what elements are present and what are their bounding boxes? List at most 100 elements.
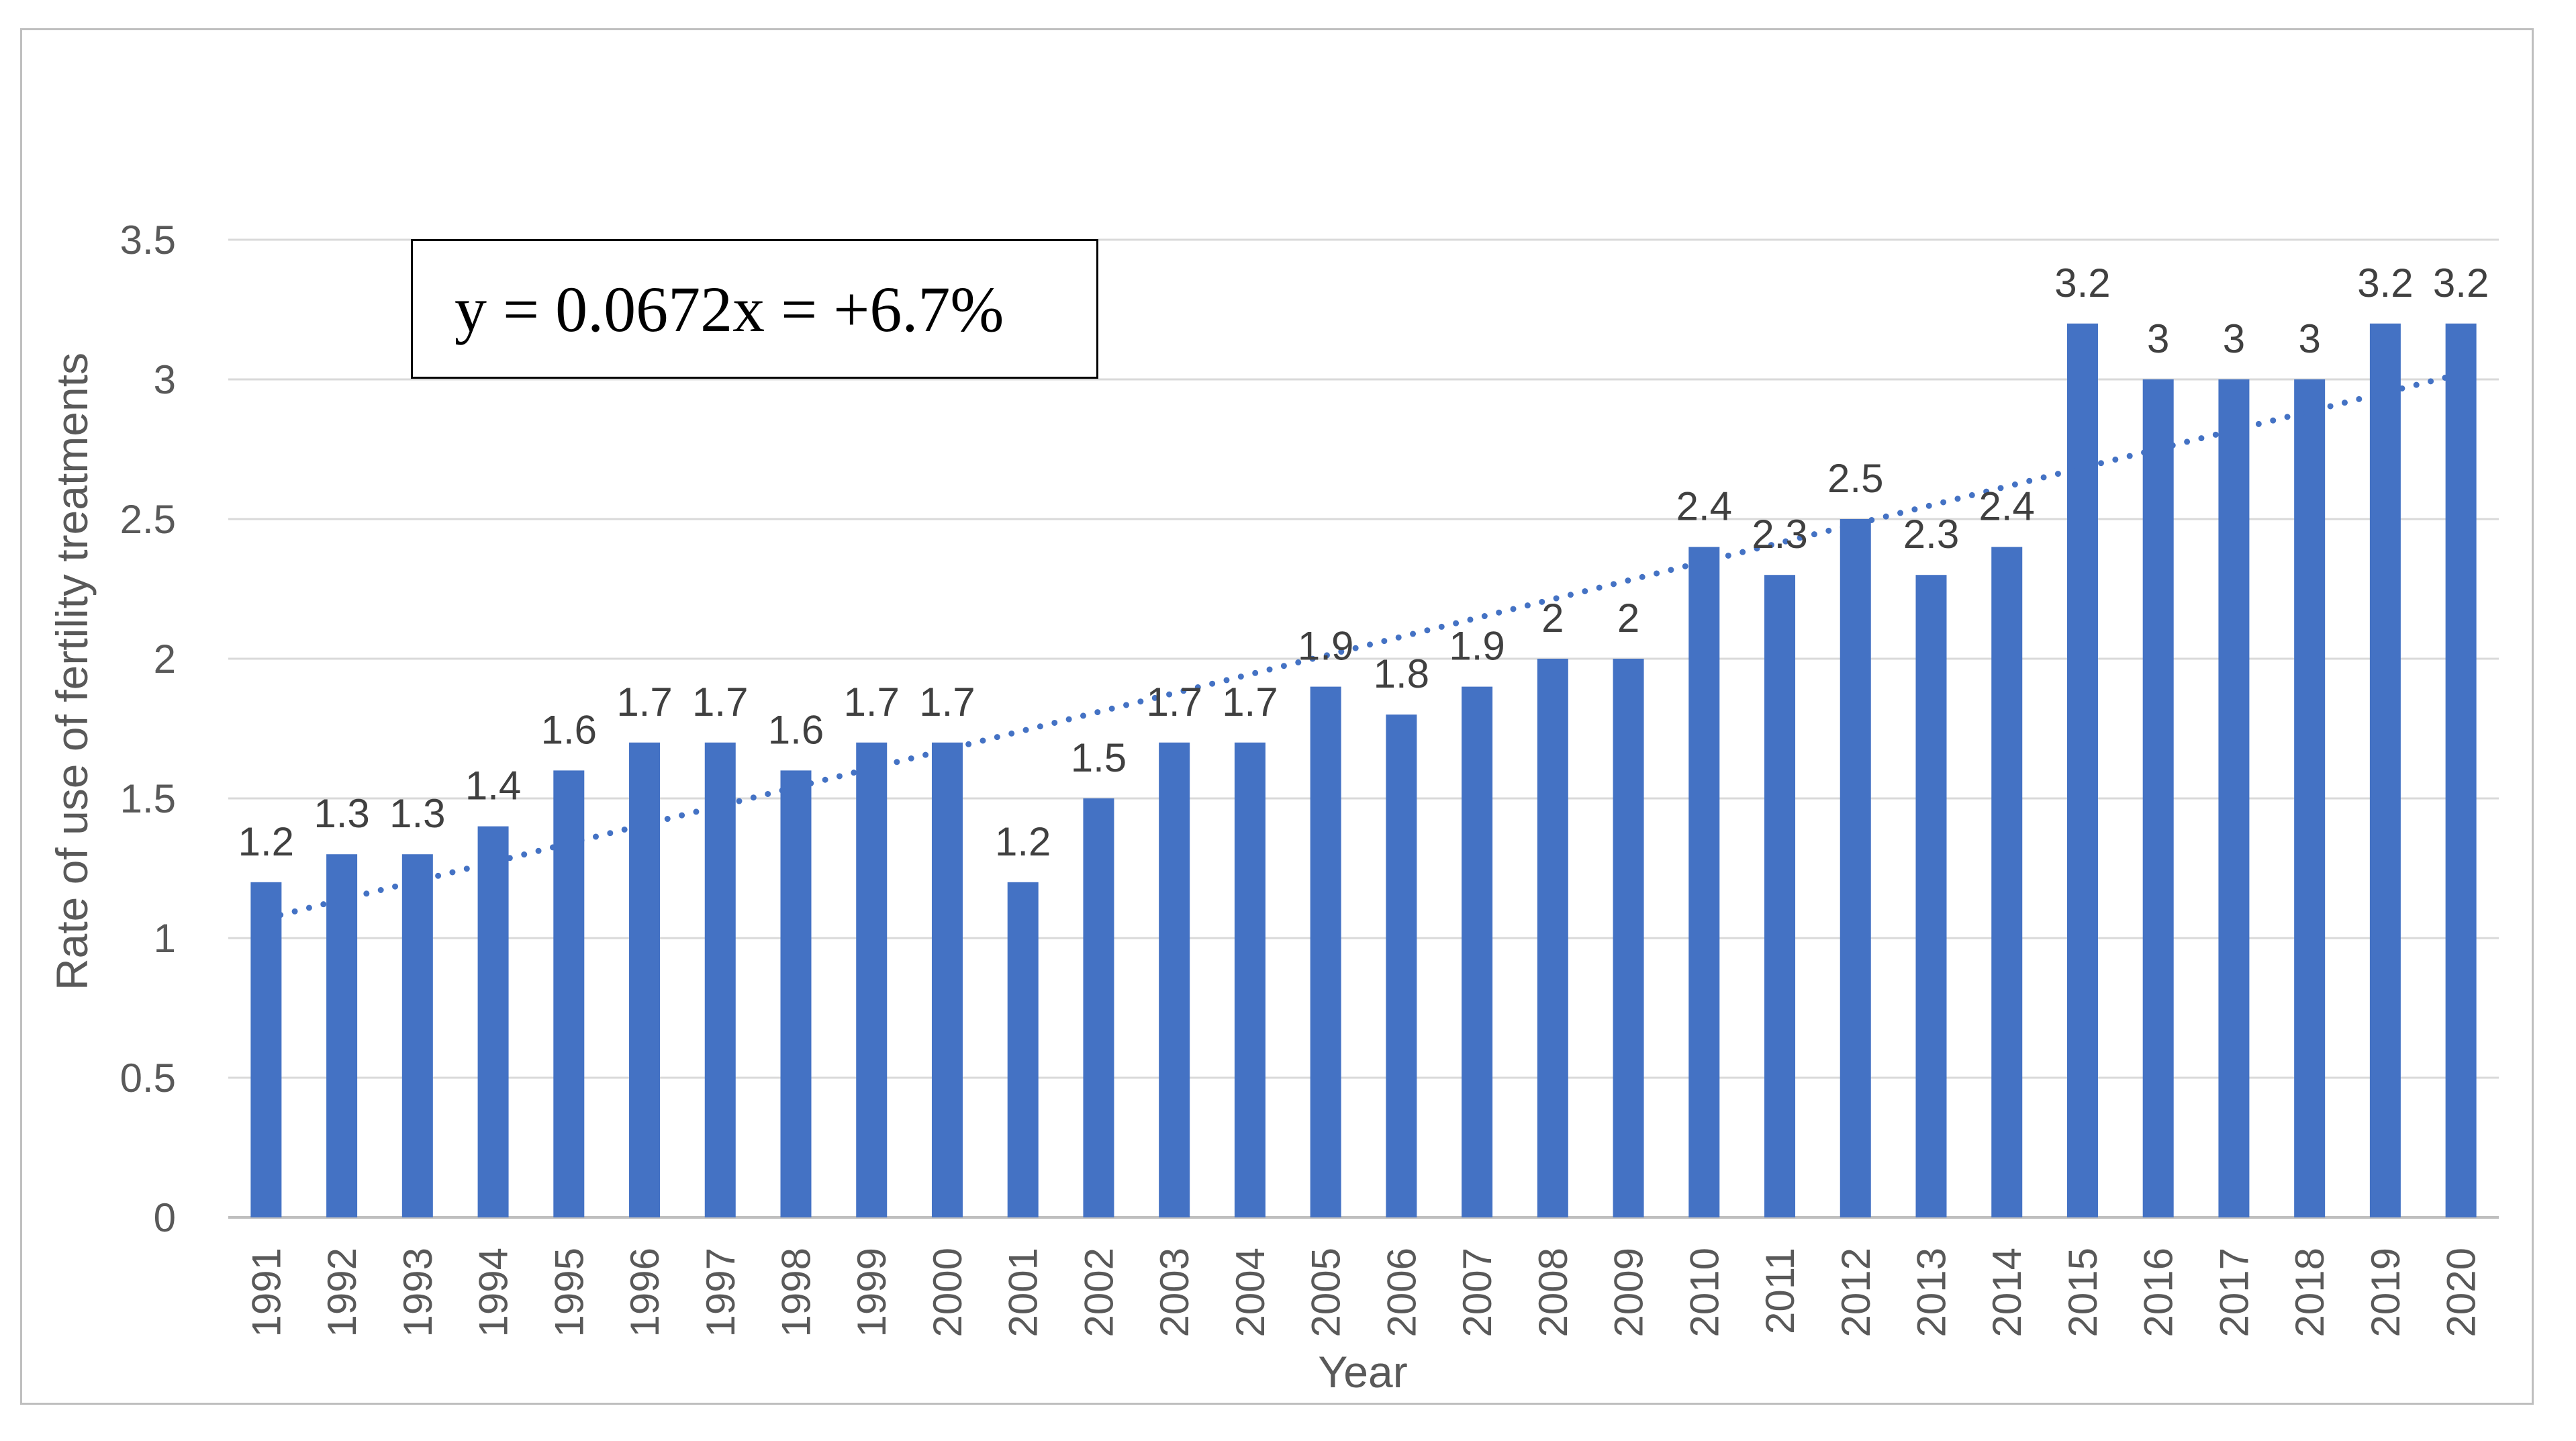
x-tick-label: 1993 <box>395 1248 440 1337</box>
x-tick-label: 1992 <box>320 1248 365 1337</box>
bar <box>1159 742 1190 1217</box>
bar <box>2066 323 2098 1217</box>
bar <box>629 742 661 1217</box>
data-label: 1.7 <box>1146 680 1202 725</box>
y-tick-labels: 0 0.5 1 1.5 2 2.5 3 3.5 <box>120 218 176 1240</box>
x-tick-label: 2004 <box>1228 1248 1273 1337</box>
data-label: 3.2 <box>2433 261 2489 306</box>
data-label: 1.8 <box>1374 651 1429 696</box>
trendline-equation-box: y = 0.0672x = +6.7% <box>411 239 1098 379</box>
y-axis-title: Rate of use of fertility treatments <box>47 353 97 990</box>
bar <box>1991 547 2023 1217</box>
bar <box>1537 659 1568 1217</box>
x-tick-label: 2020 <box>2439 1248 2484 1337</box>
bar <box>780 770 812 1217</box>
trendline-equation: y = 0.0672x = +6.7% <box>455 273 1004 345</box>
data-label: 1.6 <box>768 707 824 752</box>
x-tick-label: 2011 <box>1758 1248 1803 1334</box>
y-tick-label: 1 <box>154 916 176 961</box>
data-label: 3 <box>2223 316 2245 361</box>
x-tick-label: 2019 <box>2363 1248 2408 1337</box>
data-label: 2.4 <box>1979 484 2035 529</box>
x-tick-label: 2005 <box>1304 1248 1349 1337</box>
data-label: 3 <box>2298 316 2320 361</box>
data-label: 1.7 <box>692 680 748 725</box>
x-tick-label: 2003 <box>1152 1248 1197 1337</box>
y-tick-label: 0 <box>154 1195 176 1240</box>
x-tick-label: 1998 <box>774 1248 819 1337</box>
bar <box>931 742 963 1217</box>
bar <box>704 742 736 1217</box>
data-label: 3.2 <box>2357 261 2413 306</box>
data-label: 1.3 <box>314 791 369 836</box>
x-tick-label: 2000 <box>925 1248 970 1337</box>
data-labels: 1.2 1.3 1.3 1.4 1.6 1.7 1.7 1.6 1.7 1.7 1.2 1.5 1.7 1… <box>238 261 2489 864</box>
x-tick-label: 2002 <box>1076 1248 1121 1337</box>
x-tick-label: 1994 <box>471 1248 516 1337</box>
trendline-layer <box>263 371 2465 922</box>
bar <box>1613 659 1644 1217</box>
bar <box>1764 575 1796 1217</box>
data-label: 1.7 <box>616 680 672 725</box>
bar <box>1915 575 1947 1217</box>
bar <box>2142 379 2174 1217</box>
bar <box>1007 882 1039 1217</box>
bar <box>401 854 433 1217</box>
x-tick-label: 2013 <box>1909 1248 1954 1337</box>
data-label: 2.3 <box>1752 512 1807 557</box>
x-tick-label: 1991 <box>244 1248 289 1337</box>
bars <box>250 323 2477 1217</box>
bar <box>1386 714 1417 1217</box>
y-tick-label: 3 <box>154 357 176 402</box>
x-tick-label: 2017 <box>2211 1248 2256 1337</box>
x-tick-label: 2010 <box>1682 1248 1727 1337</box>
y-tick-label: 3.5 <box>120 218 176 263</box>
data-label: 2.4 <box>1676 484 1732 529</box>
bar <box>1840 519 1871 1217</box>
bar <box>1688 547 1720 1217</box>
x-tick-label: 2009 <box>1607 1248 1652 1337</box>
x-tick-label: 2008 <box>1531 1248 1576 1337</box>
x-tick-label: 2018 <box>2287 1248 2332 1337</box>
bar <box>477 826 509 1217</box>
data-label: 1.4 <box>465 763 521 808</box>
x-tick-label: 1999 <box>849 1248 894 1337</box>
bar <box>1083 798 1114 1217</box>
data-label: 1.5 <box>1071 735 1127 780</box>
bar <box>1462 686 1493 1217</box>
x-tick-label: 2012 <box>1833 1248 1878 1337</box>
data-label: 3 <box>2147 316 2169 361</box>
bar <box>1234 742 1266 1217</box>
x-axis-title: Year <box>1318 1347 1407 1397</box>
data-label: 1.7 <box>1222 680 1278 725</box>
bar <box>553 770 585 1217</box>
gridlines <box>228 238 2499 1219</box>
x-tick-label: 2014 <box>1985 1248 2030 1337</box>
data-label: 1.9 <box>1449 624 1505 669</box>
bar <box>2218 379 2250 1217</box>
x-tick-label: 2007 <box>1455 1248 1500 1337</box>
bar <box>856 742 888 1217</box>
x-tick-label: 1996 <box>622 1248 667 1337</box>
data-label: 3.2 <box>2054 261 2110 306</box>
bar <box>2445 323 2477 1217</box>
bar <box>250 882 282 1217</box>
data-label: 1.7 <box>844 680 900 725</box>
trendline <box>263 371 2465 922</box>
data-label: 1.3 <box>389 791 445 836</box>
data-label: 2 <box>1541 596 1564 641</box>
y-tick-label: 1.5 <box>120 776 176 821</box>
data-label: 1.9 <box>1298 624 1353 669</box>
y-tick-label: 2 <box>154 637 176 682</box>
x-tick-label: 2001 <box>1001 1248 1046 1337</box>
data-label: 2.5 <box>1827 456 1883 501</box>
bar <box>1310 686 1341 1217</box>
data-label: 2 <box>1617 596 1639 641</box>
data-label: 1.7 <box>919 680 975 725</box>
data-label: 1.6 <box>541 707 597 752</box>
data-label: 1.2 <box>238 819 294 864</box>
x-tick-labels: 1991 1992 1993 1994 1995 1996 1997 1998 1999 2000… <box>244 1248 2483 1337</box>
data-label: 2.3 <box>1903 512 1959 557</box>
y-tick-label: 2.5 <box>120 497 176 542</box>
